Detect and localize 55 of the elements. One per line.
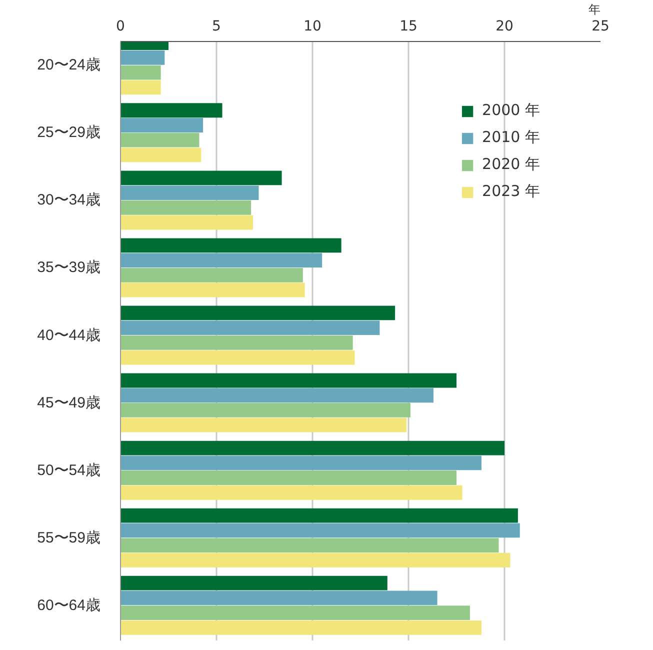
bar — [120, 215, 253, 230]
bar — [120, 65, 161, 80]
bar — [120, 606, 470, 620]
bar — [120, 350, 355, 365]
bar — [120, 470, 456, 485]
bar — [120, 200, 252, 215]
x-tick-label: 5 — [212, 18, 221, 34]
x-tick-label: 0 — [116, 18, 125, 34]
bar — [120, 388, 434, 403]
legend-label: 2023 年 — [482, 182, 540, 201]
bar — [120, 282, 305, 298]
bar — [120, 576, 388, 590]
y-tick-label: 45〜49歳 — [37, 394, 101, 412]
bar — [120, 103, 222, 118]
x-tick-label: 15 — [400, 18, 418, 34]
bar — [120, 320, 380, 336]
bar — [120, 538, 499, 552]
bar — [120, 620, 482, 635]
bar — [120, 253, 322, 268]
bar — [120, 132, 200, 148]
y-tick-label: 60〜64歳 — [37, 596, 101, 614]
bar — [120, 186, 259, 200]
y-tick-label: 40〜44歳 — [37, 326, 101, 344]
bar — [120, 418, 407, 432]
y-tick-label: 25〜29歳 — [37, 124, 101, 142]
legend-label: 2020 年 — [482, 155, 540, 174]
bar — [120, 456, 482, 470]
bar — [120, 552, 510, 568]
bar — [120, 306, 396, 320]
bar — [120, 403, 410, 418]
bar — [120, 238, 342, 253]
bar — [120, 590, 438, 606]
x-tick-label: 20 — [496, 18, 514, 34]
x-tick-label: 25 — [592, 18, 610, 34]
bar — [120, 50, 165, 65]
y-tick-label: 55〜59歳 — [37, 529, 101, 546]
bar — [120, 118, 204, 132]
x-tick-label: 10 — [304, 18, 322, 34]
bar — [120, 440, 504, 456]
bar — [120, 268, 303, 282]
bar — [120, 373, 456, 388]
bar — [120, 508, 518, 523]
y-tick-label: 35〜39歳 — [37, 259, 101, 276]
bar — [120, 523, 520, 538]
bar — [120, 335, 353, 350]
x-axis-title: 年 — [588, 2, 600, 16]
y-tick-label: 20〜24歳 — [37, 56, 101, 74]
legend-label: 2010 年 — [482, 128, 540, 147]
y-tick-label: 50〜54歳 — [37, 462, 101, 479]
bar — [120, 80, 161, 95]
bar — [120, 170, 282, 186]
bar — [120, 148, 202, 162]
bar — [120, 485, 462, 500]
y-tick-label: 30〜34歳 — [37, 192, 101, 209]
legend-label: 2000 年 — [482, 101, 540, 120]
